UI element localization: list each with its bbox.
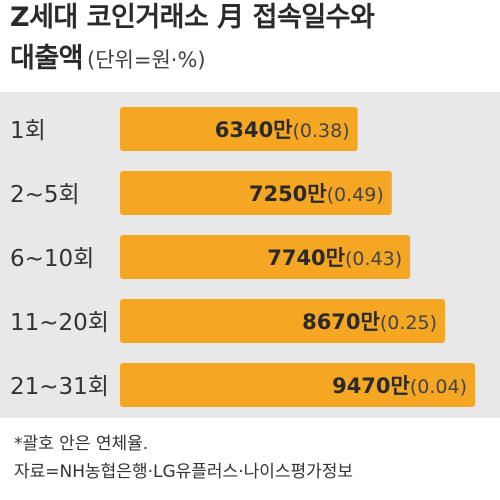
value-label: 7250만(0.49) [249, 182, 384, 206]
bar [120, 107, 358, 151]
delinquency-rate-label: (0.38) [293, 120, 350, 142]
chart-title-line1: Z세대 코인거래소 月 접속일수와 [10, 2, 375, 33]
amount-label: 8670만 [302, 310, 380, 334]
chart-title-line2: 대출액 (단위=원·%) [10, 43, 374, 76]
delinquency-rate-label: (0.04) [410, 376, 467, 398]
value-label: 8670만(0.25) [302, 310, 437, 334]
value-label: 7740만(0.43) [267, 246, 402, 270]
amount-label: 7250만 [249, 182, 327, 206]
value-label: 6340만(0.38) [215, 118, 350, 142]
delinquency-rate-label: (0.43) [345, 248, 402, 270]
footnotes: *괄호 안은 연체율. 자료=NH농협은행·LG유플러스·나이스평가정보 [14, 430, 353, 486]
unit-note: (단위=원·%) [87, 48, 206, 72]
delinquency-rate-label: (0.49) [327, 184, 384, 206]
category-label: 1회 [10, 118, 46, 144]
bar [120, 171, 392, 215]
bar [120, 235, 411, 279]
value-label: 9470만(0.04) [332, 374, 467, 398]
bar [120, 363, 475, 407]
amount-label: 9470만 [332, 374, 410, 398]
category-label: 21~31회 [10, 374, 109, 400]
category-label: 2~5회 [10, 182, 80, 208]
chart-title-line2-text: 대출액 [10, 43, 84, 74]
amount-label: 7740만 [267, 246, 345, 270]
bar [120, 299, 446, 343]
category-label: 11~20회 [10, 310, 109, 336]
footnote-source: 자료=NH농협은행·LG유플러스·나이스평가정보 [14, 462, 354, 482]
footnote-note: *괄호 안은 연체율. [14, 434, 149, 454]
amount-label: 6340만 [215, 118, 293, 142]
delinquency-rate-label: (0.25) [380, 312, 437, 334]
category-label: 6~10회 [10, 246, 94, 272]
chart-title: Z세대 코인거래소 月 접속일수와 대출액 (단위=원·%) [10, 2, 375, 76]
bar-chart: 1회 6340만(0.38)2~5회 7250만(0.49)6~10회 7740만(0… [10, 107, 475, 407]
